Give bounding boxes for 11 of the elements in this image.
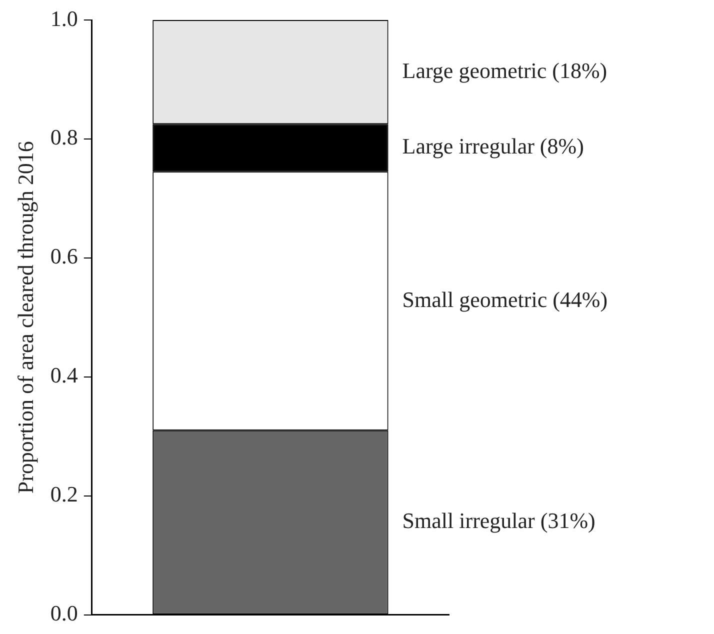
series-label: Large geometric (18%) xyxy=(402,58,608,83)
series-label: Small geometric (44%) xyxy=(402,286,608,312)
y-tick-label: 0.0 xyxy=(50,600,78,626)
y-tick-label: 0.4 xyxy=(50,362,78,388)
y-tick-label: 1.0 xyxy=(50,6,78,31)
y-tick-label: 0.2 xyxy=(50,482,78,507)
y-axis-title: Proportion of area cleared through 2016 xyxy=(12,141,38,494)
y-tick-label: 0.8 xyxy=(50,124,78,150)
series-label: Small irregular (31%) xyxy=(402,508,596,534)
series-label: Large irregular (8%) xyxy=(402,134,584,159)
y-tick-label: 0.6 xyxy=(50,244,78,269)
